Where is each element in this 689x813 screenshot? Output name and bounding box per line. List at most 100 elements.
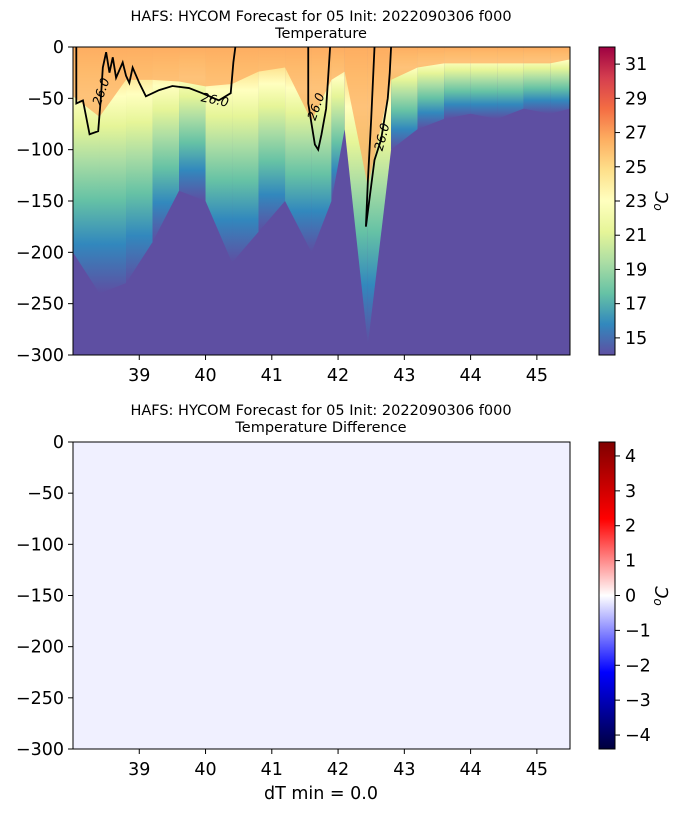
x-tick-label: 45 — [526, 366, 548, 386]
temperature-column — [232, 47, 259, 263]
x-tick-label: 41 — [261, 760, 283, 780]
y-tick-label: −300 — [16, 740, 64, 760]
temperature-column — [99, 47, 127, 294]
mixed-layer — [152, 47, 180, 82]
contour-26-lines — [75, 47, 392, 227]
colorbar-tick-label: 29 — [625, 89, 647, 109]
x-tick-label: 39 — [128, 760, 150, 780]
mixed-layer — [417, 47, 445, 68]
temperature-column — [331, 47, 345, 201]
mixed-layer — [73, 47, 100, 117]
colorbar-tick-label: 2 — [625, 517, 636, 537]
temperature-column — [152, 47, 180, 243]
y-tick-label: −100 — [16, 141, 64, 161]
colorbar-tick-label: 23 — [625, 192, 647, 212]
mixed-layer — [550, 47, 570, 64]
temperature-column — [497, 47, 524, 119]
mixed-layer — [497, 47, 524, 64]
y-tick-label: −150 — [16, 192, 64, 212]
temperature-x-axis: 39 40 41 42 43 44 45 — [128, 355, 548, 386]
x-tick-label: 43 — [393, 366, 415, 386]
mixed-layer — [179, 47, 206, 87]
y-tick-label: −100 — [16, 535, 64, 555]
colorbar-tick-label: 19 — [625, 260, 647, 280]
difference-colorbar-label: oC — [650, 585, 673, 605]
colorbar-tick-label: 3 — [625, 482, 636, 502]
temperature-column — [470, 47, 498, 119]
x-tick-label: 42 — [327, 366, 349, 386]
x-tick-label: 42 — [327, 760, 349, 780]
contour-label: 26.0 — [371, 121, 393, 152]
colorbar-tick-label: −1 — [625, 621, 651, 641]
colorbar-tick-label: 17 — [625, 295, 647, 315]
x-tick-label: 40 — [194, 366, 216, 386]
y-tick-label: −200 — [16, 638, 64, 658]
contour-line — [364, 47, 392, 227]
temperature-column — [523, 47, 551, 114]
difference-panel: HAFS: HYCOM Forecast for 05 Init: 202209… — [16, 403, 673, 804]
difference-y-axis: 0 −50 −100 −150 −200 −250 −300 — [16, 433, 73, 760]
y-tick-label: 0 — [53, 38, 64, 58]
temperature-title: HAFS: HYCOM Forecast for 05 Init: 202209… — [130, 9, 511, 25]
colorbar-tick-label: 27 — [625, 124, 647, 144]
colorbar-tick-label: 0 — [625, 587, 636, 607]
mixed-layer — [126, 47, 153, 80]
temperature-column — [126, 47, 153, 284]
temperature-y-axis: 0 −50 −100 −150 −200 −250 −300 — [16, 38, 73, 366]
difference-x-label: dT min = 0.0 — [264, 784, 378, 804]
mixed-layer — [205, 47, 233, 87]
contour-line — [75, 47, 237, 136]
difference-colorbar — [598, 441, 616, 750]
y-tick-label: 0 — [53, 433, 64, 453]
x-tick-label: 40 — [194, 760, 216, 780]
temperature-column — [550, 47, 570, 114]
temperature-colorbar — [598, 46, 616, 356]
mixed-layer — [470, 47, 498, 64]
temperature-colorbar-ticks: 31 29 27 25 23 21 19 17 15 — [615, 55, 647, 349]
mixed-layer — [523, 47, 551, 64]
mixed-layer — [344, 47, 368, 187]
mixed-layer — [232, 47, 259, 84]
temperature-panel: HAFS: HYCOM Forecast for 05 Init: 202209… — [16, 9, 673, 386]
y-tick-label: −250 — [16, 295, 64, 315]
difference-subtitle: Temperature Difference — [234, 420, 406, 436]
x-tick-label: 44 — [459, 760, 481, 780]
x-tick-label: 41 — [261, 366, 283, 386]
colorbar-tick-label: 25 — [625, 158, 647, 178]
difference-colorbar-ticks: 4 3 2 1 0 −1 −2 −3 −4 — [615, 447, 651, 746]
temperature-subtitle: Temperature — [274, 26, 367, 42]
temperature-colorbar-label: oC — [650, 190, 673, 210]
mixed-layer — [285, 47, 312, 121]
contour-line — [307, 47, 332, 152]
y-tick-label: −50 — [27, 484, 64, 504]
y-tick-label: −250 — [16, 689, 64, 709]
y-tick-label: −50 — [27, 89, 64, 109]
colorbar-tick-label: −3 — [625, 691, 651, 711]
y-tick-label: −300 — [16, 346, 64, 366]
colorbar-tick-label: −4 — [625, 726, 651, 746]
x-tick-label: 44 — [459, 366, 481, 386]
mixed-layer — [331, 47, 345, 80]
y-tick-label: −150 — [16, 587, 64, 607]
colorbar-tick-label: 1 — [625, 552, 636, 572]
colorbar-tick-label: 31 — [625, 55, 647, 75]
x-tick-label: 39 — [128, 366, 150, 386]
temperature-column — [417, 47, 445, 130]
y-tick-label: −200 — [16, 243, 64, 263]
colorbar-tick-label: 15 — [625, 329, 647, 349]
temperature-column — [444, 47, 471, 119]
mixed-layer — [444, 47, 471, 64]
difference-field — [73, 442, 570, 749]
mixed-layer — [258, 47, 286, 72]
mixed-layer — [311, 47, 332, 121]
colorbar-tick-label: −2 — [625, 656, 651, 676]
mixed-layer — [391, 47, 418, 80]
temperature-field — [73, 47, 570, 355]
difference-title: HAFS: HYCOM Forecast for 05 Init: 202209… — [130, 403, 511, 419]
difference-x-axis: 39 40 41 42 43 44 45 — [128, 749, 548, 780]
temperature-column — [258, 47, 286, 232]
temperature-column — [205, 47, 233, 263]
mixed-layer — [99, 47, 127, 117]
temperature-column — [179, 47, 206, 201]
